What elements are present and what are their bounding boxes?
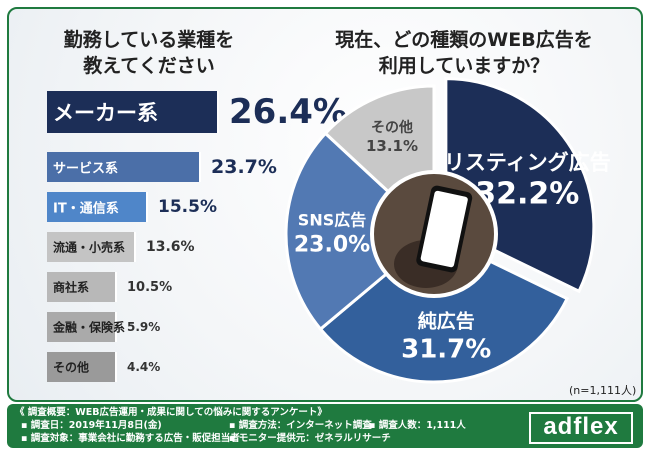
- sample-size-note: (n=1,111人): [569, 384, 637, 397]
- bar-value-label: 4.4%: [127, 360, 161, 374]
- bar: 商社系: [47, 272, 117, 302]
- footer-survey-title: 《 調査概要：WEB広告運用・成果に関しての悩みに関するアンケート》: [15, 407, 327, 418]
- bar-row: 流通・小売系 13.6%: [47, 232, 195, 262]
- bar-row: その他 4.4%: [47, 352, 160, 382]
- pie-slice-value: 13.1%: [366, 137, 418, 155]
- bar: その他: [47, 352, 117, 382]
- footer-survey-date: ▪ 調査日：2019年11月8日(金): [21, 420, 162, 431]
- chart-panel: 勤務している業種を 教えてください 現在、どの種類のWEB広告を 利用しています…: [7, 7, 643, 402]
- smartphone-screen: [420, 190, 468, 268]
- bar-category-label: サービス系: [53, 161, 119, 177]
- left-title-line-1: 勤務している業種を: [63, 29, 235, 51]
- right-title-line-2: 利用していますか？: [378, 55, 550, 77]
- pie-slice-label: 純広告: [418, 309, 475, 332]
- bar-value-label: 10.5%: [127, 279, 173, 295]
- bar-category-label: 流通・小売系: [53, 240, 126, 255]
- bar: サービス系: [47, 152, 201, 182]
- pie-slice-value: 31.7%: [401, 334, 491, 364]
- bar-value-label: 13.6%: [146, 239, 195, 255]
- bar: IT・通信系: [47, 192, 148, 222]
- bar-row: IT・通信系 15.5%: [47, 192, 217, 222]
- bar-row: サービス系 23.7%: [47, 152, 277, 182]
- bar: メーカー系: [47, 91, 219, 133]
- bar-row: 金融・保険系 5.9%: [47, 312, 160, 342]
- bar-category-label: IT・通信系: [53, 201, 119, 217]
- survey-footer: 《 調査概要：WEB広告運用・成果に関しての悩みに関するアンケート》 ▪ 調査日…: [7, 404, 643, 448]
- footer-monitor-provider: ▪ モニター提供元：ゼネラルリサーチ: [229, 433, 391, 444]
- bar: 金融・保険系: [47, 312, 125, 342]
- bar-category-label: 商社系: [53, 280, 90, 295]
- bar-category-label: その他: [53, 360, 90, 375]
- bar-value-label: 5.9%: [127, 320, 161, 334]
- right-title-line-1: 現在、どの種類のWEB広告を: [335, 29, 593, 51]
- bar-category-label: メーカー系: [53, 101, 158, 125]
- footer-survey-method: ▪ 調査方法：インターネット調査: [229, 420, 372, 431]
- footer-survey-count: ▪ 調査人数：1,111人: [369, 420, 466, 431]
- pie-slice: [318, 232, 570, 384]
- bar-value-label: 15.5%: [158, 197, 217, 217]
- bar-row: メーカー系 26.4%: [47, 91, 347, 133]
- pie-slice-value: 32.2%: [475, 177, 579, 212]
- footer-survey-target: ▪ 調査対象：事業会社に勤務する広告・販促担当者: [21, 433, 240, 444]
- left-chart-title: 勤務している業種を 教えてください: [49, 27, 249, 79]
- bar-value-label: 23.7%: [211, 156, 277, 178]
- bar-value-label: 26.4%: [229, 92, 347, 132]
- pie-slice-value: 23.0%: [294, 232, 370, 257]
- bar-row: 商社系 10.5%: [47, 272, 172, 302]
- pie-slice-label: その他: [371, 119, 413, 136]
- pie-slice-label: リスティング広告: [444, 151, 611, 175]
- pie-slice: [284, 131, 437, 332]
- right-chart-title: 現在、どの種類のWEB広告を 利用していますか？: [309, 27, 619, 79]
- bar: 流通・小売系: [47, 232, 136, 262]
- left-title-line-2: 教えてください: [83, 55, 215, 77]
- bar-category-label: 金融・保険系: [53, 320, 126, 335]
- adflex-logo: adflex: [529, 412, 633, 444]
- pie-slice-label: SNS広告: [298, 210, 366, 229]
